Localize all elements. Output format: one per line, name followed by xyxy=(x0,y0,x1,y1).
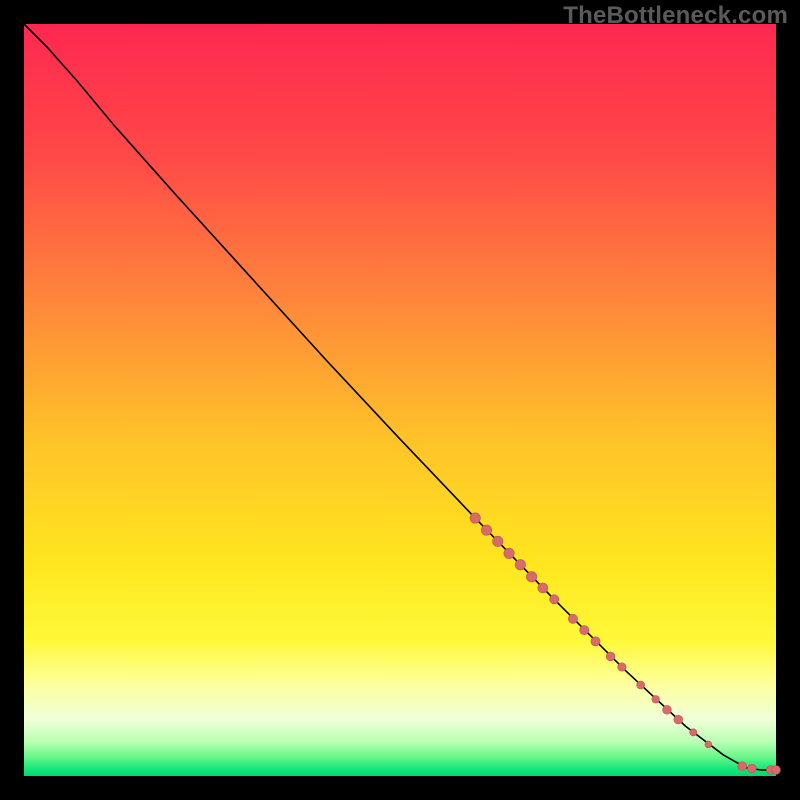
data-marker xyxy=(674,715,683,724)
data-marker xyxy=(504,548,514,558)
plot-background xyxy=(24,24,776,776)
data-marker xyxy=(652,696,660,704)
watermark-text: TheBottleneck.com xyxy=(563,2,788,30)
data-marker xyxy=(580,626,589,635)
data-marker xyxy=(538,583,548,593)
data-marker xyxy=(591,637,600,646)
data-marker xyxy=(470,513,480,523)
data-marker xyxy=(493,536,503,546)
data-marker xyxy=(526,572,536,582)
data-marker xyxy=(550,595,559,604)
data-marker xyxy=(705,741,712,748)
bottleneck-chart xyxy=(0,0,800,800)
data-marker xyxy=(568,614,577,623)
data-marker xyxy=(606,652,615,661)
data-marker xyxy=(690,729,697,736)
data-marker xyxy=(738,762,747,771)
data-marker xyxy=(772,766,781,775)
data-marker xyxy=(663,705,672,714)
data-marker xyxy=(618,663,626,671)
data-marker xyxy=(481,525,491,535)
chart-stage: TheBottleneck.com xyxy=(0,0,800,800)
data-marker xyxy=(748,764,757,773)
data-marker xyxy=(515,559,525,569)
data-marker xyxy=(637,681,645,689)
